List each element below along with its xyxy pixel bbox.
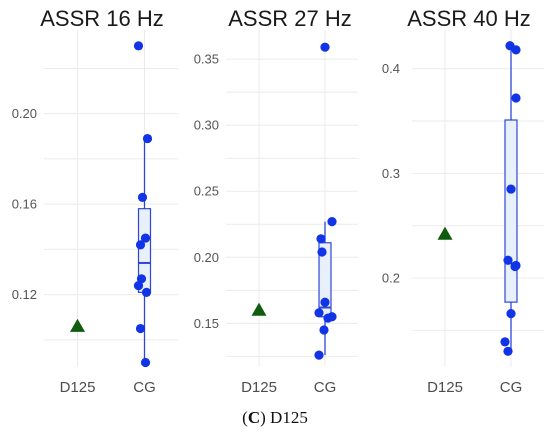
x-category-label: CG bbox=[500, 379, 523, 396]
cg-data-point bbox=[135, 240, 146, 250]
cg-data-point bbox=[141, 287, 152, 297]
caption-letter: C bbox=[247, 408, 261, 427]
y-tick-label: 0.2 bbox=[382, 271, 400, 286]
x-category-label: CG bbox=[133, 379, 156, 396]
cg-data-point bbox=[140, 233, 151, 243]
cg-data-point bbox=[135, 323, 146, 334]
y-tick-label: 0.30 bbox=[194, 118, 219, 133]
panel-title: ASSR 16 Hz bbox=[40, 6, 164, 31]
cg-data-point bbox=[133, 41, 144, 51]
y-tick-label: 0.16 bbox=[12, 197, 37, 212]
cg-data-point bbox=[320, 42, 330, 52]
y-tick-label: 0.20 bbox=[12, 106, 37, 121]
cg-data-point bbox=[503, 255, 513, 265]
cg-data-point bbox=[142, 133, 153, 144]
x-category-label: CG bbox=[314, 379, 337, 396]
cg-data-point bbox=[511, 45, 521, 55]
panel-title: ASSR 27 Hz bbox=[228, 6, 352, 31]
d125-marker bbox=[437, 226, 453, 240]
figure-caption: (C) D125 bbox=[242, 408, 308, 427]
chart-panel-2: ASSR 27 Hz 0.15 0.20 0.25 0.30 0.35 D125 CG bbox=[194, 6, 358, 396]
cg-data-point bbox=[506, 184, 516, 194]
panel-title: ASSR 40 Hz bbox=[407, 6, 531, 31]
y-tick-label: 0.4 bbox=[382, 61, 400, 76]
chart-panel-1: ASSR 16 Hz 0.12 0.16 0.20 D125 CG bbox=[12, 6, 178, 396]
y-tick-label: 0.20 bbox=[194, 250, 219, 265]
cg-data-point bbox=[511, 93, 521, 103]
y-tick-label: 0.35 bbox=[194, 52, 219, 67]
y-tick-label: 0.15 bbox=[194, 316, 219, 331]
y-tick-label: 0.25 bbox=[194, 184, 219, 199]
x-category-label: D125 bbox=[60, 379, 96, 396]
cg-data-point bbox=[137, 192, 148, 202]
cg-data-point bbox=[316, 234, 326, 244]
cg-data-point bbox=[319, 325, 329, 335]
cg-data-point bbox=[314, 350, 324, 360]
y-tick-label: 0.12 bbox=[12, 287, 37, 302]
chart-panel-3: ASSR 40 Hz 0.2 0.3 0.4 D125 CG bbox=[382, 6, 544, 396]
d125-marker bbox=[70, 318, 85, 332]
caption-text: D125 bbox=[270, 408, 308, 427]
cg-data-point bbox=[133, 280, 144, 291]
cg-data-point bbox=[500, 337, 510, 347]
cg-data-point bbox=[140, 357, 151, 368]
x-category-label: D125 bbox=[427, 379, 463, 396]
cg-data-point bbox=[503, 346, 513, 356]
cg-data-point bbox=[327, 217, 337, 227]
d125-marker bbox=[251, 302, 267, 316]
box-iqr bbox=[504, 119, 518, 303]
cg-data-point bbox=[510, 261, 520, 272]
cg-data-point bbox=[320, 297, 330, 307]
cg-data-point bbox=[506, 309, 516, 319]
y-tick-label: 0.3 bbox=[382, 166, 400, 181]
cg-data-point bbox=[323, 313, 333, 323]
x-category-label: D125 bbox=[241, 379, 277, 396]
cg-data-point bbox=[317, 247, 327, 257]
cg-data-point bbox=[314, 308, 324, 318]
